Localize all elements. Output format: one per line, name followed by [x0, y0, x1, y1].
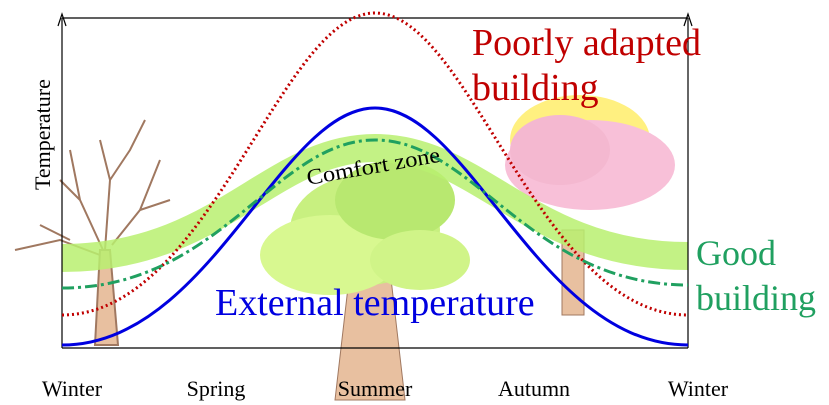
comfort-band [61, 133, 689, 272]
poorly-adapted-label: building [472, 67, 599, 109]
bare-tree [14, 119, 171, 346]
y-axis-label: Temperature [30, 79, 55, 190]
good-building-label: building [696, 278, 816, 318]
external-temperature-label: External temperature [215, 282, 535, 324]
poorly-adapted-curve [61, 11, 689, 317]
season-label: Spring [187, 376, 246, 401]
pink-tree [505, 95, 675, 316]
summer-tree [260, 160, 470, 401]
axes [57, 12, 693, 349]
good-building-label: Good [696, 233, 776, 273]
poorly-adapted-label: Poorly adapted [472, 22, 701, 64]
good-building-curve [61, 138, 689, 290]
season-label: Autumn [498, 376, 570, 401]
external-temperature-curve [61, 106, 689, 347]
season-label: Winter [42, 376, 103, 401]
season-label: Summer [338, 376, 413, 401]
season-label: Winter [668, 376, 729, 401]
